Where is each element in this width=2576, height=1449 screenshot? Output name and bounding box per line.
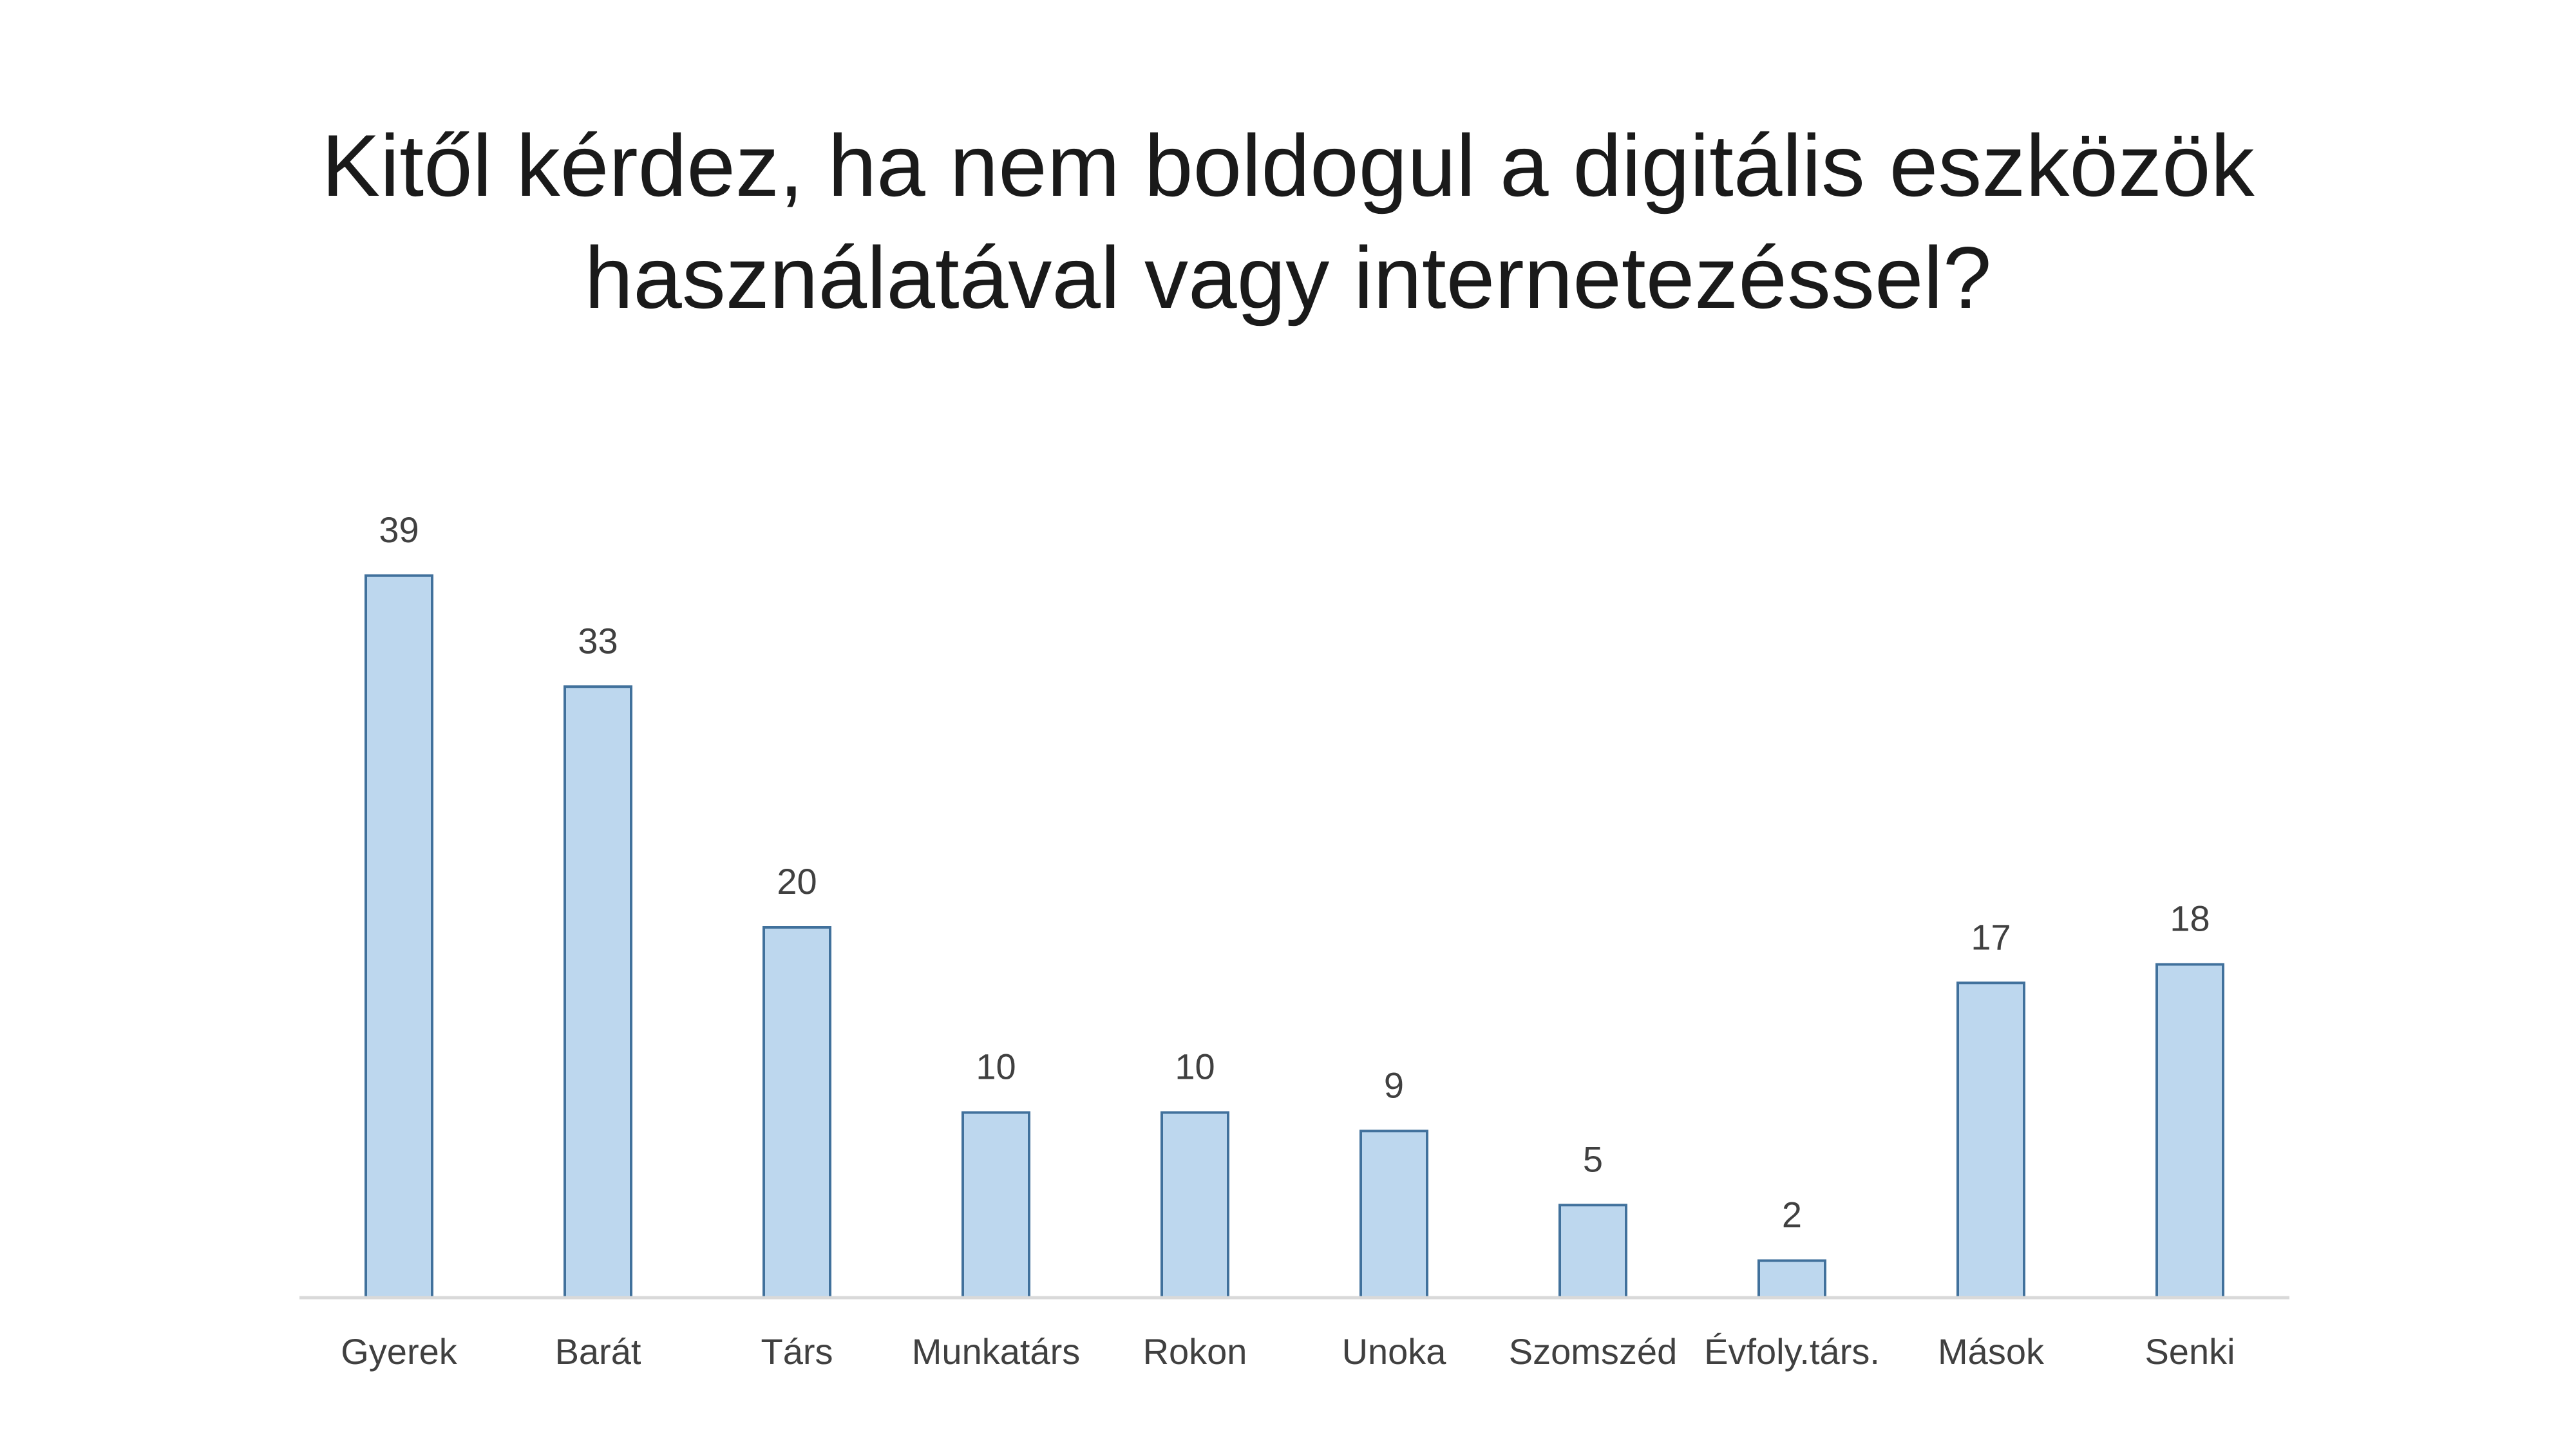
- bar-tars: [762, 926, 831, 1299]
- bar-gyerek: [365, 574, 433, 1299]
- category-label-munkatars: Munkatárs: [912, 1331, 1080, 1372]
- data-labels-group: 39 33 20 10 10 9 5 2 17 18: [379, 509, 2210, 1235]
- chart-title: Kitől kérdez, ha nem boldogul a digitáli…: [321, 117, 2255, 327]
- bar-barat: [564, 685, 632, 1299]
- data-label-gyerek: 39: [379, 509, 419, 550]
- category-label-szomszed: Szomszéd: [1509, 1331, 1677, 1372]
- bar-rokon: [1160, 1111, 1229, 1299]
- category-label-rokon: Rokon: [1143, 1331, 1247, 1372]
- category-label-barat: Barát: [555, 1331, 641, 1372]
- data-label-tars: 20: [777, 861, 817, 902]
- bar-masok: [1956, 981, 2025, 1299]
- bar-unoka: [1359, 1130, 1428, 1299]
- data-label-masok: 17: [1971, 916, 2011, 957]
- category-label-gyerek: Gyerek: [341, 1331, 457, 1372]
- data-label-evfoly-tars: 2: [1782, 1195, 1802, 1235]
- category-label-senki: Senki: [2145, 1331, 2235, 1372]
- bar-senki: [2155, 963, 2224, 1299]
- data-label-szomszed: 5: [1583, 1139, 1603, 1179]
- data-label-munkatars: 10: [976, 1046, 1016, 1087]
- data-label-unoka: 9: [1384, 1065, 1404, 1105]
- category-label-evfoly-tars: Évfoly.társ.: [1704, 1331, 1880, 1372]
- category-labels-group: Gyerek Barát Társ Munkatárs Rokon Unoka Szomsz…: [341, 1331, 2235, 1372]
- bar-evfoly-tars: [1757, 1259, 1826, 1299]
- data-label-senki: 18: [2170, 898, 2210, 939]
- data-label-barat: 33: [578, 620, 618, 661]
- data-label-rokon: 10: [1175, 1046, 1215, 1087]
- bar-szomszed: [1558, 1204, 1627, 1299]
- category-label-unoka: Unoka: [1342, 1331, 1447, 1372]
- bars-group: [365, 574, 2224, 1299]
- bar-munkatars: [961, 1111, 1030, 1299]
- category-label-masok: Mások: [1938, 1331, 2045, 1372]
- category-label-tars: Társ: [761, 1331, 833, 1372]
